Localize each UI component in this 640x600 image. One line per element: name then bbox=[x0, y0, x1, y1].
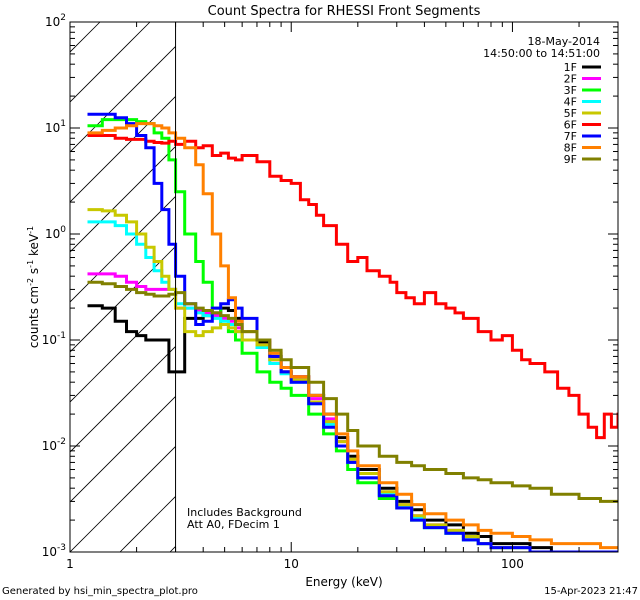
background-annotation: Includes Background bbox=[187, 506, 302, 519]
y-tick-label: 100 bbox=[45, 225, 66, 241]
hatch-line bbox=[520, 22, 640, 552]
hatch-line bbox=[570, 22, 640, 552]
hatch-line bbox=[70, 395, 176, 503]
date-label: 18-May-2014 bbox=[528, 35, 600, 48]
legend-label-1F: 1F bbox=[564, 61, 577, 74]
time-range-label: 14:50:00 to 14:51:00 bbox=[483, 47, 600, 60]
legend-label-2F: 2F bbox=[564, 73, 577, 86]
hatch-line bbox=[620, 22, 640, 552]
hatch-line bbox=[70, 445, 176, 552]
generated-by-label: Generated by hsi_min_spectra_plot.pro bbox=[2, 586, 198, 597]
series-line-2F bbox=[87, 272, 618, 552]
y-tick-label: 102 bbox=[45, 13, 66, 29]
plot-frame bbox=[69, 21, 619, 553]
hatch-line bbox=[70, 345, 176, 453]
legend-label-5F: 5F bbox=[564, 107, 577, 120]
x-tick-label: 10 bbox=[284, 557, 299, 571]
y-tick-label: 101 bbox=[45, 119, 66, 135]
legend-label-6F: 6F bbox=[564, 119, 577, 132]
hatch-line bbox=[70, 245, 176, 353]
y-axis-label: counts cm-2 s-1 keV-1 bbox=[26, 226, 41, 348]
hatch-line bbox=[220, 22, 640, 552]
attenuator-annotation: Att A0, FDecim 1 bbox=[187, 518, 280, 531]
hatch-line bbox=[0, 22, 50, 552]
background-hatch-region bbox=[0, 22, 640, 552]
x-axis-label: Energy (keV) bbox=[305, 575, 382, 589]
x-tick-label: 100 bbox=[501, 557, 524, 571]
series-line-9F bbox=[87, 280, 618, 503]
x-tick-labels: 1 10 100 bbox=[66, 557, 524, 571]
y-tick-label: 10-2 bbox=[42, 437, 66, 453]
hatch-line bbox=[70, 95, 176, 203]
legend-label-9F: 9F bbox=[564, 153, 577, 166]
y-tick-label: 10-3 bbox=[42, 543, 66, 559]
timestamp-label: 15-Apr-2023 21:47 bbox=[544, 586, 638, 597]
y-tick-labels: 102 101 100 10-1 10-2 10-3 bbox=[42, 13, 67, 559]
legend-label-7F: 7F bbox=[564, 130, 577, 143]
legend-label-3F: 3F bbox=[564, 84, 577, 97]
hatch-line bbox=[70, 195, 176, 303]
series-line-8F bbox=[87, 122, 618, 550]
series-line-7F bbox=[87, 112, 618, 552]
legend-label-8F: 8F bbox=[564, 142, 577, 155]
hatch-line bbox=[70, 45, 176, 153]
axis-ticks bbox=[69, 22, 619, 553]
hatch-line bbox=[70, 295, 176, 403]
y-tick-label: 10-1 bbox=[42, 331, 66, 347]
series-line-1F bbox=[87, 304, 618, 552]
chart-title: Count Spectra for RHESSI Front Segments bbox=[208, 4, 481, 19]
x-tick-label: 1 bbox=[66, 557, 74, 571]
hatch-line bbox=[470, 22, 640, 552]
series-line-4F bbox=[87, 220, 618, 552]
series-group bbox=[87, 112, 618, 552]
legend-label-4F: 4F bbox=[564, 96, 577, 109]
